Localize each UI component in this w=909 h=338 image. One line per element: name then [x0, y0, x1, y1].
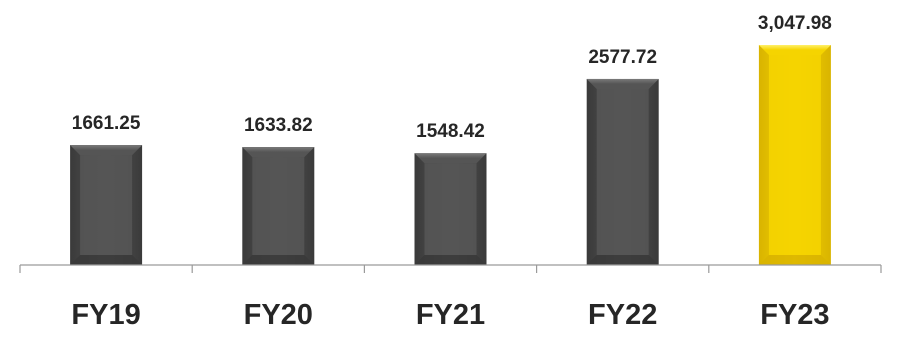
bar-bevel-top — [70, 145, 143, 156]
value-label-fy23: 3,047.98 — [758, 13, 832, 34]
value-label-fy19: 1661.25 — [72, 113, 141, 134]
bar-bevel-bottom — [586, 255, 659, 265]
value-labels: 1661.25 1633.82 1548.42 2577.72 3,047.98 — [72, 13, 832, 142]
x-tick-label-fy22: FY22 — [588, 299, 657, 331]
bar-bevel-bottom — [758, 255, 831, 265]
x-tick-label-fy21: FY21 — [416, 299, 485, 331]
bar-bevel-top — [242, 147, 315, 158]
bars-layer — [70, 45, 831, 265]
bar-fy21 — [414, 153, 487, 265]
bar-face — [768, 55, 821, 255]
value-label-fy21: 1548.42 — [416, 121, 485, 142]
bar-bevel-top — [586, 78, 659, 89]
bar-bevel-bottom — [70, 255, 143, 265]
x-tick-label-fy23: FY23 — [760, 299, 829, 331]
bar-face — [596, 88, 649, 255]
bar-fy23 — [758, 45, 831, 265]
bar-bevel-top — [414, 153, 487, 164]
value-label-fy20: 1633.82 — [244, 115, 313, 136]
bar-face — [252, 157, 305, 255]
x-tick-labels: FY19 FY20 FY21 FY22 FY23 — [71, 299, 829, 331]
bar-fy22 — [586, 78, 659, 265]
value-label-fy22: 2577.72 — [588, 47, 657, 68]
bar-bevel-bottom — [242, 255, 315, 265]
bar-fy19 — [70, 145, 143, 265]
x-tick-label-fy20: FY20 — [244, 299, 313, 331]
bar-face — [424, 163, 477, 255]
x-tick-label-fy19: FY19 — [71, 299, 140, 331]
bar-fy20 — [242, 147, 315, 265]
bar-bevel-bottom — [414, 255, 487, 265]
bar-face — [80, 155, 133, 255]
bar-bevel-top — [758, 45, 831, 55]
x-axis — [19, 264, 882, 273]
